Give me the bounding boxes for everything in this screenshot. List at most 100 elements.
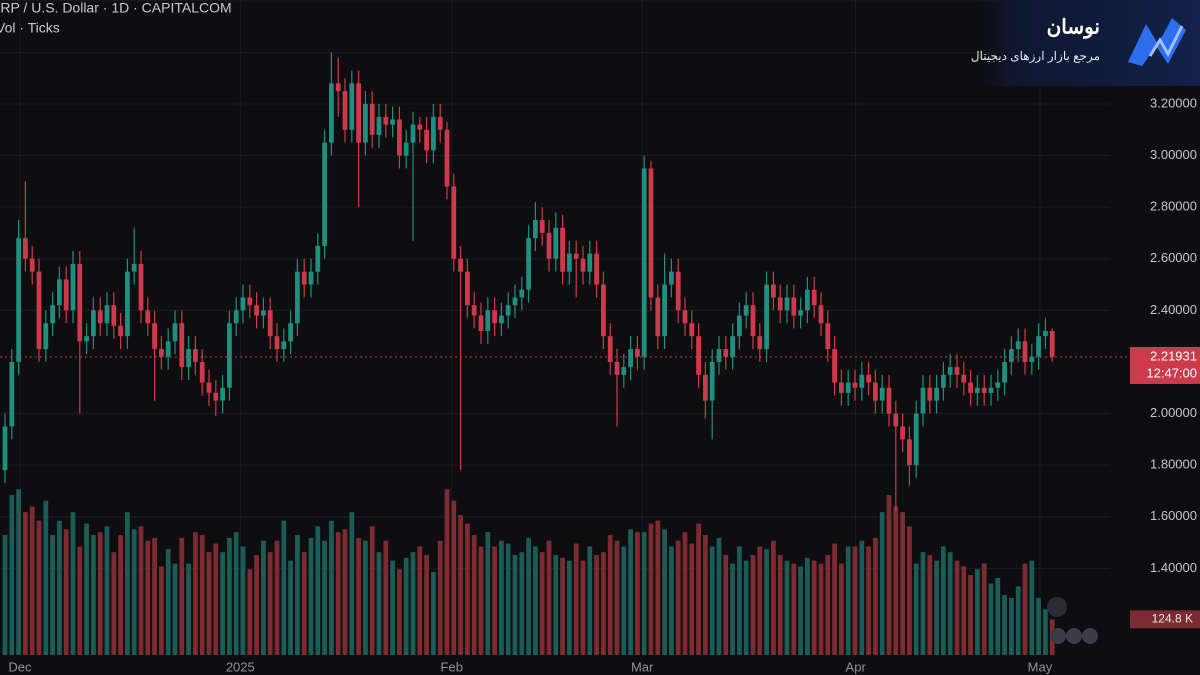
volume-bar (941, 546, 946, 655)
candle-body (329, 83, 334, 143)
candle-body (104, 305, 110, 324)
candle-body (322, 142, 327, 246)
x-tick-label: Apr (846, 659, 867, 674)
flag-icon[interactable] (1066, 628, 1082, 644)
candle-body (179, 323, 185, 368)
candle-body (641, 168, 647, 357)
candle-body (873, 382, 878, 401)
candle-body (832, 349, 837, 383)
volume-bar (716, 537, 722, 655)
volume-bar (220, 552, 225, 655)
volume-bar (798, 566, 803, 655)
candle-body (839, 382, 844, 393)
candle-body (152, 323, 157, 350)
volume-bar (23, 512, 28, 655)
candle-body (628, 349, 633, 368)
candle-body (492, 310, 497, 324)
candle-body (227, 323, 232, 388)
volume-bar (363, 540, 368, 655)
candle-body (369, 103, 375, 135)
candle-body (363, 103, 368, 143)
candle-body (1002, 361, 1007, 383)
candle-body (213, 392, 219, 401)
candle-body (485, 310, 491, 331)
volume-bar (526, 537, 531, 655)
volume-bar (567, 560, 572, 655)
candle-body (131, 263, 137, 272)
volume-bar (145, 540, 151, 655)
volume-bar (696, 523, 701, 655)
volume-bar (29, 506, 35, 655)
candle-body (845, 382, 851, 393)
candle-body (57, 279, 62, 306)
candle-body (29, 258, 35, 272)
candle-body (798, 310, 803, 316)
volume-bar (267, 552, 273, 655)
flag-icon[interactable] (1082, 628, 1098, 644)
candle-body (451, 186, 457, 259)
candle-body (594, 253, 599, 285)
candle-body (947, 367, 953, 375)
candle-body (859, 374, 865, 388)
volume-bar (818, 563, 824, 655)
volume-bar (125, 512, 130, 655)
volume-bar (614, 540, 620, 655)
volume-bar (2, 535, 8, 655)
volume-bar (737, 546, 742, 655)
candle-body (553, 227, 559, 259)
volume-bar (485, 532, 491, 655)
candle-body (390, 119, 395, 125)
lightning-icon[interactable] (1047, 597, 1067, 617)
candle-body (63, 279, 69, 311)
y-tick-label: 3.00000 (1150, 147, 1197, 162)
volume-bar (805, 557, 810, 655)
candle-body (519, 289, 525, 298)
volume-bar (213, 543, 219, 655)
chart-title: XRP / U.S. Dollar · 1D · CAPITALCOM (0, 0, 232, 16)
candle-body (907, 439, 912, 466)
volume-bar (947, 552, 953, 655)
candle-body (988, 387, 994, 393)
candle-body (417, 124, 423, 130)
y-tick-label: 1.60000 (1150, 508, 1197, 523)
candle-body (539, 220, 545, 233)
logo-shape (1128, 18, 1186, 66)
candle-body (261, 310, 266, 316)
candle-body (193, 349, 198, 362)
candle-body (818, 305, 824, 324)
volume-bar (77, 546, 83, 655)
candle-body (655, 297, 661, 337)
volume-bar (1043, 609, 1048, 655)
candle-body (97, 310, 103, 324)
flag-icon[interactable] (1050, 628, 1066, 644)
volume-bar (63, 529, 69, 655)
volume-bar (417, 546, 423, 655)
volume-bar (437, 540, 443, 655)
volume-bar (580, 560, 586, 655)
volume-bar (811, 560, 817, 655)
volume-bar (322, 540, 327, 655)
volume-bar (356, 537, 361, 655)
volume-bar (641, 532, 647, 655)
volume-bar (981, 563, 987, 655)
volume-bar (308, 537, 314, 655)
candle-body (376, 116, 382, 135)
candle-body (125, 271, 130, 337)
candle-body (50, 305, 55, 324)
volume-bar (587, 546, 593, 655)
candle-body (512, 297, 518, 306)
candle-body (784, 297, 790, 311)
countdown-label: 12:47:00 (1146, 365, 1197, 380)
volume-bar (832, 543, 837, 655)
volume-bar (519, 552, 525, 655)
candle-body (91, 310, 96, 337)
volume-bar (288, 560, 293, 655)
volume-bar (451, 500, 457, 655)
candle-body (941, 374, 946, 388)
candle-body (233, 310, 239, 324)
x-tick-label: Mar (631, 659, 654, 674)
volume-bar (233, 532, 239, 655)
candle-body (743, 305, 749, 316)
volume-bar (913, 563, 919, 655)
candle-body (573, 253, 579, 259)
